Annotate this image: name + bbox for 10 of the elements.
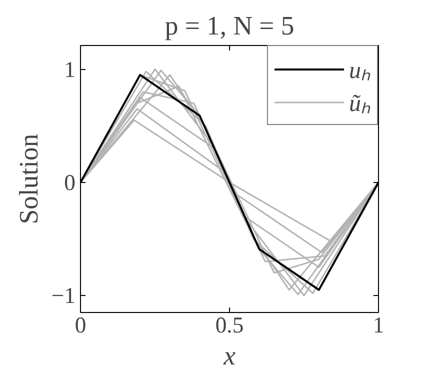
x-axis-title: x: [222, 340, 236, 370]
legend-label: uₕ: [349, 57, 371, 85]
y-tick-label: −1: [51, 283, 76, 308]
y-tick-label: 1: [64, 56, 76, 82]
y-axis-title: Solution: [13, 134, 44, 224]
legend-label: ũₕ: [349, 90, 371, 118]
x-tick-label: 1: [372, 312, 384, 338]
y-tick-label: 0: [64, 170, 76, 195]
x-tick-label: 0.5: [215, 312, 244, 338]
chart-title: p = 1, N = 5: [164, 10, 294, 40]
